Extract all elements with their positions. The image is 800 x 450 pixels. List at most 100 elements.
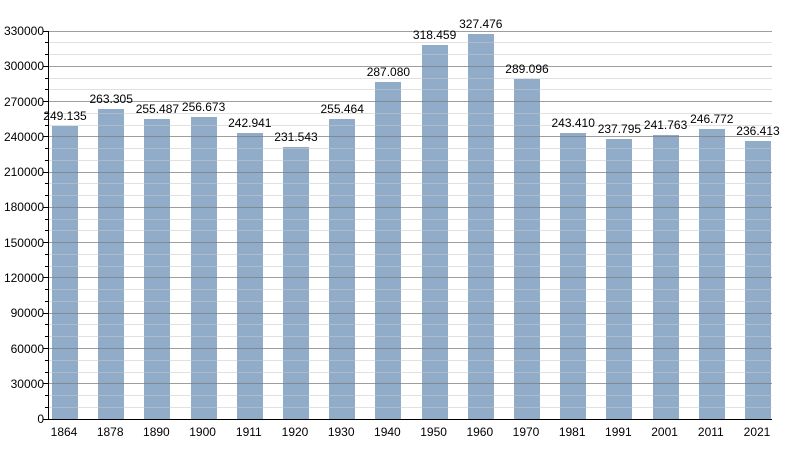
y-tick-minor xyxy=(45,300,49,302)
x-axis-tick-label: 1960 xyxy=(466,425,494,439)
y-tick-major xyxy=(43,418,49,420)
gridline-minor xyxy=(49,89,772,91)
y-tick-minor xyxy=(45,124,49,126)
gridline-minor xyxy=(49,183,772,185)
y-tick-minor xyxy=(45,195,49,197)
gridline-major xyxy=(49,136,772,138)
y-tick-minor xyxy=(45,230,49,232)
bar xyxy=(52,126,78,419)
y-tick-minor xyxy=(45,359,49,361)
gridline-major xyxy=(49,30,772,32)
gridline-minor xyxy=(49,195,772,197)
bar xyxy=(236,133,263,419)
bar-value-label: 289.096 xyxy=(505,62,549,77)
y-tick-major xyxy=(43,312,49,314)
bar-value-label: 249.135 xyxy=(43,109,87,124)
bar xyxy=(606,139,633,419)
x-axis-tick-label: 1970 xyxy=(512,425,540,439)
bar-value-label: 231.543 xyxy=(274,129,318,144)
bar xyxy=(329,118,356,419)
bar-value-label: 243.410 xyxy=(551,115,595,130)
gridline-major xyxy=(49,206,772,208)
y-axis-tick-label: 300000 xyxy=(3,59,44,74)
x-axis-tick-label: 1930 xyxy=(327,425,355,439)
gridline-minor xyxy=(49,148,772,150)
x-axis-tick-label: 1878 xyxy=(96,425,124,439)
y-tick-minor xyxy=(45,371,49,373)
bar-value-label: 242.941 xyxy=(228,116,272,131)
y-tick-minor xyxy=(45,265,49,267)
y-tick-minor xyxy=(45,253,49,255)
bar xyxy=(745,141,771,419)
y-tick-major xyxy=(43,348,49,349)
x-axis-tick-label: 1950 xyxy=(420,425,447,439)
bar-value-label: 246.772 xyxy=(690,111,734,126)
gridline-major xyxy=(49,101,772,102)
y-tick-minor xyxy=(45,148,49,150)
gridline-minor xyxy=(49,230,772,232)
gridline-major xyxy=(49,348,772,349)
y-axis-tick-label: 150000 xyxy=(3,235,44,250)
y-tick-major xyxy=(43,30,49,32)
y-tick-minor xyxy=(45,42,49,44)
y-tick-minor xyxy=(45,112,49,114)
y-tick-minor xyxy=(45,159,49,161)
y-axis-tick-label: 120000 xyxy=(3,270,44,285)
y-tick-minor xyxy=(45,324,49,326)
gridline-major xyxy=(49,242,772,244)
gridline-minor xyxy=(49,300,772,302)
x-axis-tick-label: 1900 xyxy=(189,425,216,439)
x-axis-tick-label: 1864 xyxy=(50,425,78,439)
gridline-minor xyxy=(49,336,772,338)
y-tick-minor xyxy=(45,54,49,55)
bar-value-label: 327.476 xyxy=(459,17,503,31)
bar-value-label: 256.673 xyxy=(181,100,226,115)
y-tick-major xyxy=(43,65,49,67)
y-axis-tick-label: 60000 xyxy=(10,341,44,356)
y-tick-major xyxy=(43,171,49,173)
y-tick-minor xyxy=(45,289,49,291)
x-axis-tick-label: 1890 xyxy=(143,425,170,439)
gridline-major xyxy=(49,312,772,314)
y-tick-minor xyxy=(45,406,49,408)
gridline-minor xyxy=(49,371,772,373)
bar xyxy=(560,132,587,419)
bar xyxy=(190,117,217,419)
bar-value-label: 241.763 xyxy=(643,117,688,132)
y-tick-major xyxy=(43,206,49,208)
gridline-minor xyxy=(49,159,772,161)
x-axis-tick-label: 2001 xyxy=(651,425,678,439)
y-tick-minor xyxy=(45,218,49,220)
x-axis-tick-label: 1981 xyxy=(558,425,586,439)
bar xyxy=(514,79,540,419)
y-tick-minor xyxy=(45,77,49,79)
bar xyxy=(421,44,448,419)
bar xyxy=(283,146,309,419)
gridline-minor xyxy=(49,77,772,79)
y-axis-tick-label: 0 xyxy=(37,412,44,426)
bar xyxy=(467,34,494,419)
y-tick-minor xyxy=(45,395,49,396)
gridline-minor xyxy=(49,289,772,291)
y-axis-tick-label: 270000 xyxy=(3,94,44,109)
y-tick-minor xyxy=(45,183,49,185)
y-axis-tick-label: 30000 xyxy=(10,376,44,391)
gridline-minor xyxy=(49,406,772,408)
bar xyxy=(98,109,125,419)
bar-value-label: 263.305 xyxy=(89,92,133,107)
x-axis-tick-label: 1911 xyxy=(235,425,262,439)
y-tick-minor xyxy=(45,336,49,338)
x-axis-tick-label: 1940 xyxy=(374,425,401,439)
gridline-major xyxy=(49,65,772,67)
bar-value-label: 255.487 xyxy=(135,101,180,116)
gridline-minor xyxy=(49,42,772,44)
gridline-minor xyxy=(49,218,772,220)
gridline-minor xyxy=(49,265,772,267)
bar xyxy=(375,81,402,419)
bar xyxy=(698,128,725,419)
y-axis-tick-label: 90000 xyxy=(10,306,44,321)
y-axis-tick-label: 240000 xyxy=(3,129,44,144)
gridline-minor xyxy=(49,395,772,396)
gridline-minor xyxy=(49,112,772,114)
